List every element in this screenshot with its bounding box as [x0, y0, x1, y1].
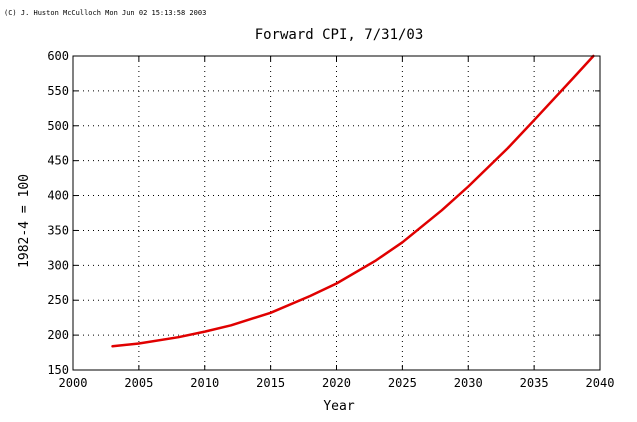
- y-tick-label: 300: [47, 258, 69, 272]
- x-tick-label: 2030: [454, 376, 483, 390]
- y-tick-label: 350: [47, 223, 69, 237]
- y-tick-label: 450: [47, 154, 69, 168]
- y-tick-label: 550: [47, 84, 69, 98]
- plot-frame: [72, 55, 601, 371]
- y-axis-label: 1982-4 = 100: [17, 174, 32, 268]
- y-tick-label: 200: [47, 328, 69, 342]
- y-tick-label: 250: [47, 293, 69, 307]
- cpi-series-line: [111, 54, 595, 348]
- x-tick-label: 2015: [256, 376, 285, 390]
- x-axis-label: Year: [323, 399, 354, 414]
- x-tick-label: 2005: [124, 376, 153, 390]
- x-tick-label: 2025: [388, 376, 417, 390]
- y-tick-label: 150: [47, 363, 69, 377]
- series-marks: [111, 54, 595, 348]
- y-tick-label: 400: [47, 189, 69, 203]
- x-tick-label: 2040: [586, 376, 615, 390]
- copyright-notice: (C) J. Huston McCulloch Mon Jun 02 15:13…: [4, 9, 207, 17]
- y-tick-label: 600: [47, 49, 69, 63]
- x-tick-label: 2020: [322, 376, 351, 390]
- grid: [73, 56, 600, 370]
- axis-ticks: 2000 2005 2010 2015 2020 2025 2030 2035 2040 150 2…: [47, 49, 614, 390]
- x-tick-label: 2035: [520, 376, 549, 390]
- x-tick-label: 2000: [59, 376, 88, 390]
- y-tick-label: 500: [47, 119, 69, 133]
- chart-title: Forward CPI, 7/31/03: [255, 27, 424, 43]
- x-tick-label: 2010: [190, 376, 219, 390]
